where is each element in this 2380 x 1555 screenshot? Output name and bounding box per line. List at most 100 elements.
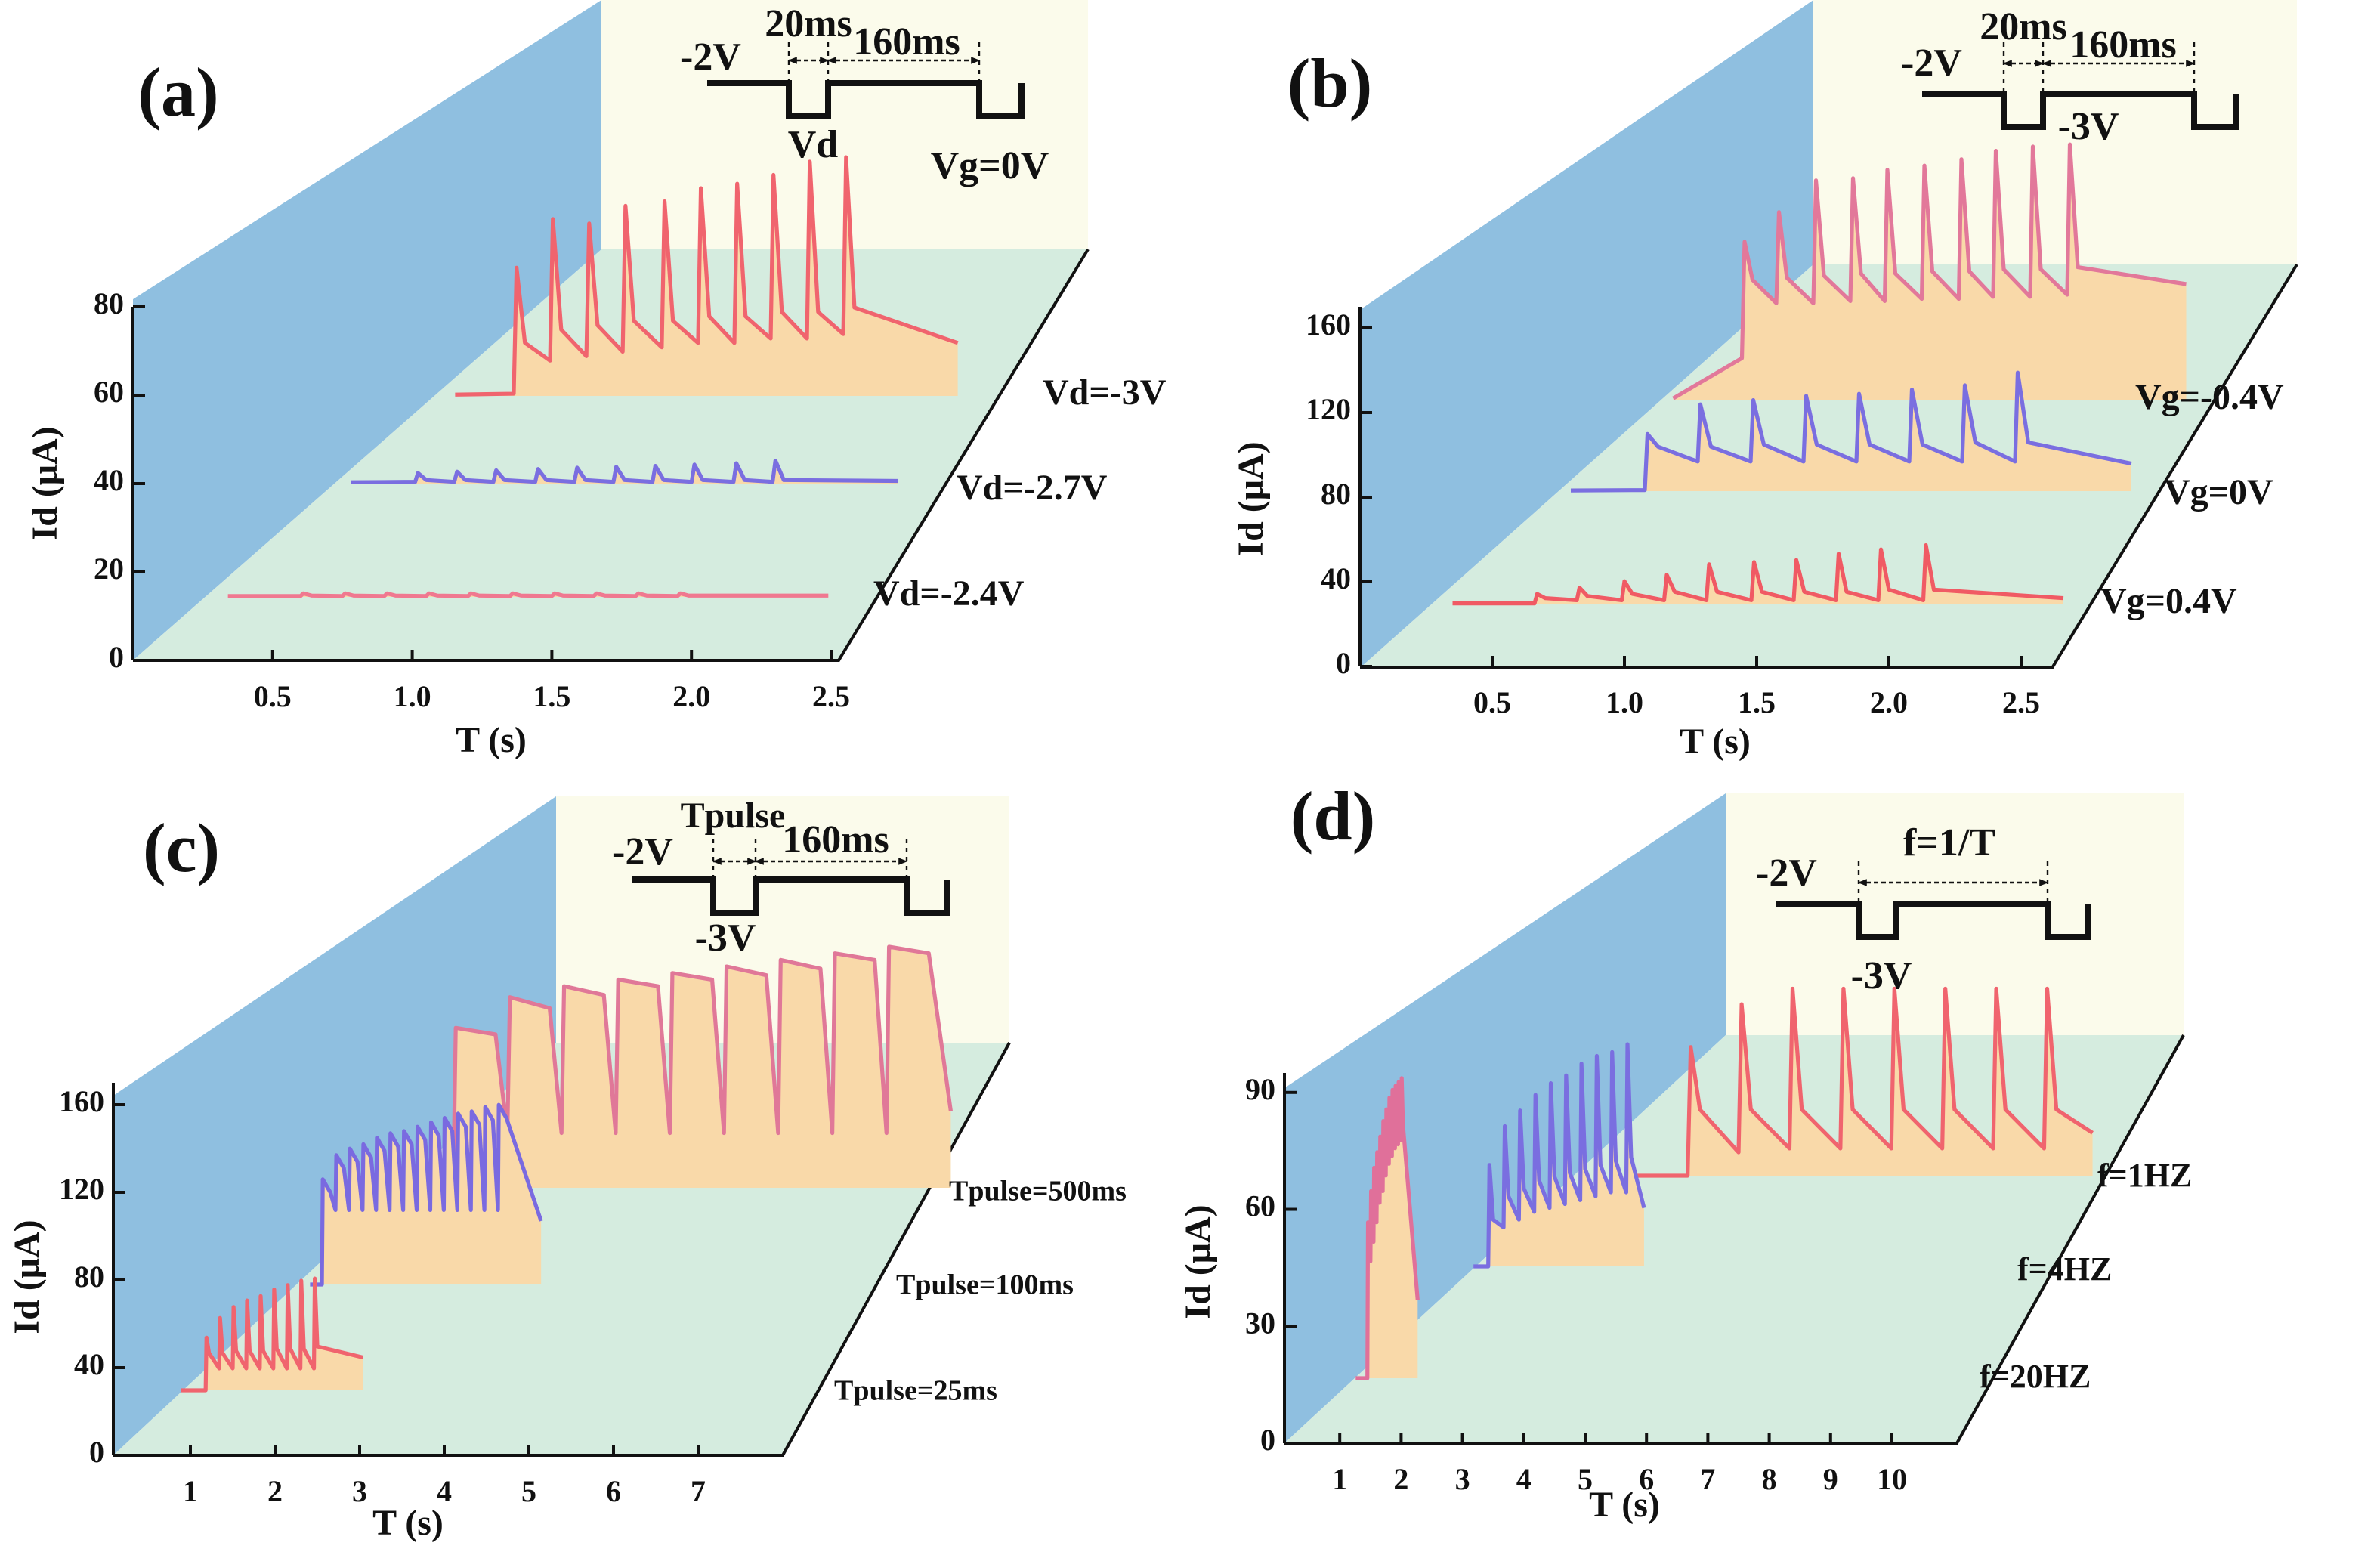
inset-annotation: -3V — [1851, 954, 1912, 997]
inset-annotation: -2V — [612, 830, 673, 873]
inset-annotation: 160ms — [853, 20, 960, 63]
area-fill — [441, 947, 951, 1188]
series-label: Vd=-2.4V — [873, 573, 1025, 614]
x-tick-label: 0.5 — [1473, 685, 1511, 719]
area-fill — [1631, 988, 2093, 1176]
x-tick-label: 8 — [1762, 1462, 1777, 1496]
y-tick-label: 40 — [74, 1347, 104, 1381]
inset-annotation: -2V — [1901, 42, 1962, 85]
area-fill — [310, 1105, 542, 1284]
inset-annotation: 160ms — [782, 818, 889, 861]
y-tick-label: 30 — [1245, 1306, 1275, 1340]
y-tick-label: 80 — [74, 1260, 104, 1294]
x-tick-label: 1.5 — [1738, 685, 1776, 719]
x-tick-label: 5 — [1578, 1462, 1593, 1496]
inset-annotation: Tpulse — [681, 796, 786, 836]
area-fill — [1452, 545, 2063, 604]
series-line — [1452, 543, 2064, 606]
y-axis-label: Id (μA) — [1231, 441, 1271, 555]
series-line — [1355, 1076, 1420, 1380]
panel-label: (d) — [1290, 778, 1375, 855]
series-label: Tpulse=500ms — [949, 1176, 1127, 1207]
y-axis-label: Id (μA) — [1178, 1204, 1218, 1319]
y-tick-label: 0 — [89, 1435, 104, 1469]
series-line — [1672, 142, 2187, 400]
x-tick-label: 4 — [437, 1474, 452, 1508]
series-label: Tpulse=25ms — [834, 1375, 997, 1407]
series-label: Vg=-0.4V — [2135, 377, 2284, 417]
x-tick-label: 2 — [267, 1474, 283, 1508]
inset-annotation: -2V — [1756, 852, 1817, 895]
area-fill — [1355, 1077, 1418, 1378]
inset-annotation: f=1/T — [1903, 821, 1995, 864]
y-tick-label: 120 — [59, 1172, 104, 1206]
y-tick-label: 0 — [109, 640, 124, 674]
series-line — [351, 458, 898, 484]
series-label: Vg=0V — [2164, 472, 2273, 512]
series-line — [181, 1276, 364, 1393]
x-tick-label: 2.5 — [812, 679, 850, 713]
y-tick-label: 60 — [94, 375, 124, 409]
side-wall — [113, 796, 556, 1455]
inset-annotation: 20ms — [1980, 5, 2067, 48]
y-tick-label: 40 — [1321, 561, 1351, 595]
series-label: f=4HZ — [2017, 1250, 2112, 1288]
x-tick-label: 3 — [352, 1474, 367, 1508]
x-axis-label: T (s) — [456, 720, 527, 760]
y-tick-label: 90 — [1245, 1072, 1275, 1106]
y-axis-label: Id (μA) — [7, 1220, 47, 1334]
x-axis-label: T (s) — [1589, 1485, 1660, 1525]
x-tick-label: 2.5 — [2002, 685, 2040, 719]
floor-edge — [1360, 263, 2298, 669]
back-plane — [1726, 793, 2184, 1035]
floor-edge — [133, 248, 1090, 662]
x-tick-label: 1.0 — [394, 679, 431, 713]
x-tick-label: 1.5 — [533, 679, 570, 713]
pulse-waveform — [1922, 91, 2239, 130]
y-tick-label: 0 — [1336, 646, 1351, 680]
area-fill — [1473, 1044, 1644, 1266]
side-wall — [133, 0, 601, 660]
series-label: Tpulse=100ms — [896, 1269, 1074, 1301]
series-label: Vd=-2.7V — [957, 468, 1108, 508]
y-tick-label: 80 — [1321, 477, 1351, 511]
side-wall — [1360, 0, 1813, 668]
series-line — [455, 155, 959, 397]
x-axis-label: T (s) — [1680, 722, 1751, 762]
back-plane — [1813, 0, 2297, 264]
inset-annotation: Vd — [788, 123, 839, 166]
series-line — [441, 944, 953, 1190]
pulse-waveform — [1776, 901, 2091, 940]
inset-annotation: 20ms — [765, 2, 852, 45]
x-tick-label: 2 — [1393, 1462, 1408, 1496]
series-line — [310, 1102, 543, 1287]
panel-label: (a) — [138, 54, 218, 131]
panel-label: (b) — [1287, 45, 1372, 122]
x-axis-label: T (s) — [372, 1503, 444, 1543]
x-tick-label: 4 — [1516, 1462, 1532, 1496]
x-tick-label: 2.0 — [1870, 685, 1908, 719]
inset-annotation: -3V — [695, 917, 756, 960]
y-tick-label: 60 — [1245, 1189, 1275, 1223]
y-tick-label: 0 — [1260, 1423, 1275, 1457]
y-tick-label: 120 — [1306, 392, 1351, 426]
x-tick-label: 3 — [1455, 1462, 1470, 1496]
x-tick-label: 9 — [1823, 1462, 1838, 1496]
y-tick-label: 20 — [94, 552, 124, 586]
series-label: Vd=-3V — [1043, 373, 1167, 413]
x-tick-label: 5 — [521, 1474, 536, 1508]
x-tick-label: 6 — [606, 1474, 621, 1508]
series-label: Vg=0.4V — [2100, 581, 2237, 621]
y-tick-label: 80 — [94, 286, 124, 320]
x-tick-label: 10 — [1877, 1462, 1907, 1496]
x-tick-label: 0.5 — [254, 679, 292, 713]
area-fill — [1571, 373, 2131, 491]
y-tick-label: 40 — [94, 463, 124, 497]
y-axis-label: Id (μA) — [25, 426, 65, 540]
inset-annotation: -3V — [2058, 105, 2119, 148]
x-tick-label: 1.0 — [1606, 685, 1643, 719]
series-line — [1570, 370, 2132, 493]
x-tick-label: 1 — [1332, 1462, 1347, 1496]
